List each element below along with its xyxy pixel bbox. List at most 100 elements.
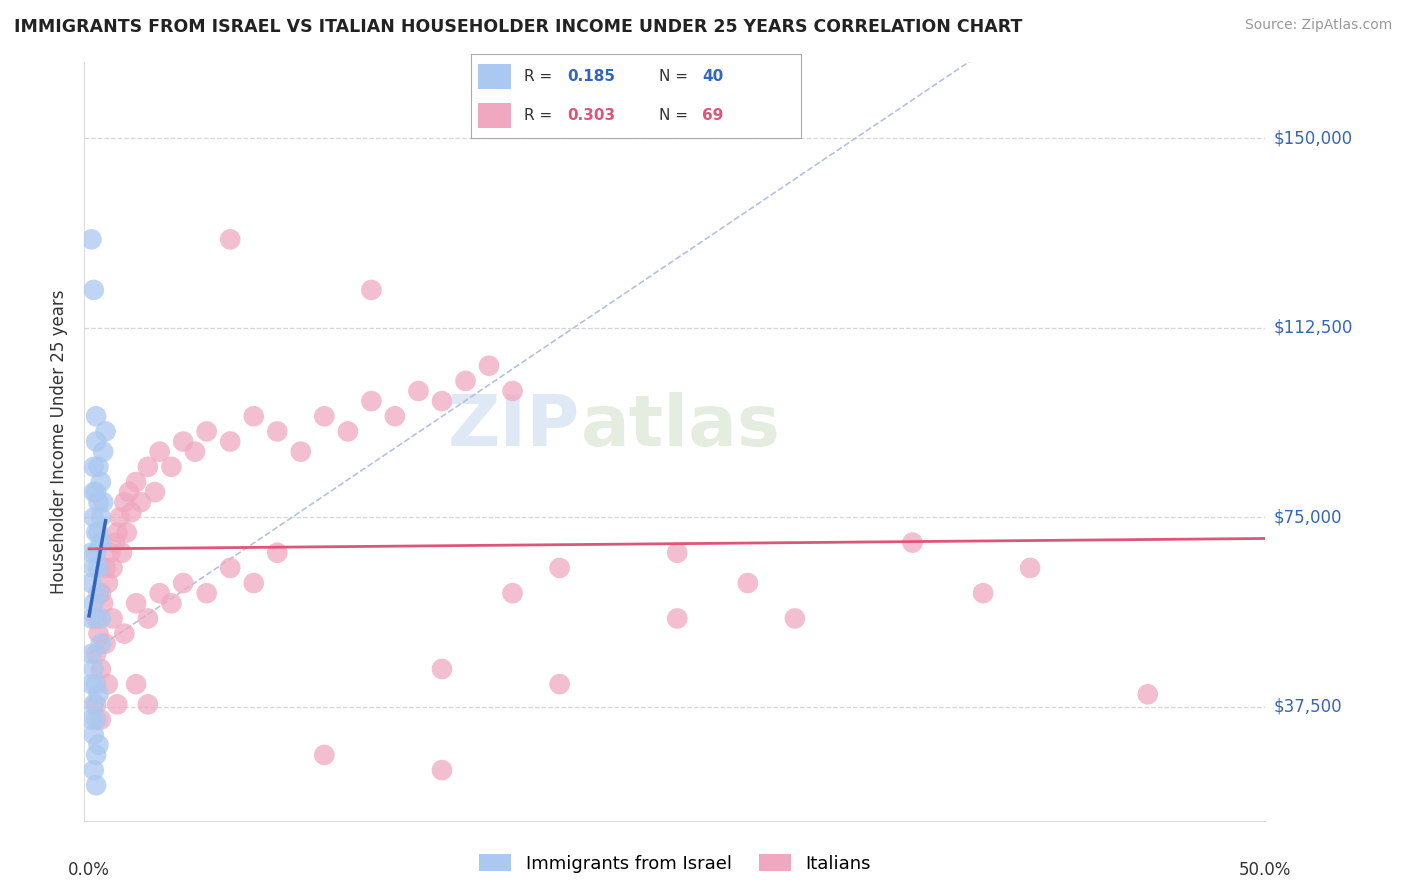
Point: [105, 525, 128, 540]
Text: 50.0%: 50.0%: [1239, 861, 1292, 880]
Point: [83, 459, 105, 474]
Point: [87, 561, 110, 575]
Point: [83, 283, 105, 297]
Point: [666, 546, 689, 560]
Point: [87, 459, 110, 474]
Legend: Immigrants from Israel, Italians: Immigrants from Israel, Italians: [471, 847, 879, 880]
Point: [242, 576, 264, 591]
Point: [84, 747, 107, 762]
Point: [94, 561, 117, 575]
Point: [195, 586, 218, 600]
Point: [84, 485, 107, 500]
Point: [125, 475, 148, 489]
Point: [195, 425, 218, 439]
Point: [90, 586, 112, 600]
Point: [125, 596, 148, 610]
Point: [1136, 687, 1159, 701]
Point: [84, 611, 107, 625]
Point: [360, 283, 382, 297]
Text: ZIP: ZIP: [449, 392, 581, 461]
Text: $150,000: $150,000: [1274, 129, 1353, 147]
Point: [136, 459, 159, 474]
Point: [84, 434, 107, 449]
Point: [105, 698, 128, 712]
Text: 40: 40: [703, 69, 724, 84]
Point: [90, 475, 112, 489]
Point: [136, 611, 159, 625]
Point: [90, 713, 112, 727]
Point: [737, 576, 759, 591]
Point: [90, 637, 112, 651]
Point: [83, 561, 105, 575]
Text: N =: N =: [659, 69, 693, 84]
Point: [87, 687, 110, 701]
Point: [91, 596, 114, 610]
Point: [83, 596, 105, 610]
Point: [97, 576, 120, 591]
Point: [384, 409, 406, 424]
Point: [129, 495, 152, 509]
Point: [90, 510, 112, 524]
Point: [101, 561, 124, 575]
Point: [87, 586, 110, 600]
Point: [408, 384, 430, 398]
Point: [454, 374, 477, 388]
Point: [360, 394, 382, 409]
Point: [149, 586, 172, 600]
Point: [502, 384, 524, 398]
Point: [430, 763, 453, 777]
Text: 0.185: 0.185: [567, 69, 614, 84]
Point: [184, 444, 207, 458]
Point: [1019, 561, 1042, 575]
Point: [84, 778, 107, 792]
Point: [83, 698, 105, 712]
Text: 0.303: 0.303: [567, 108, 614, 123]
Text: R =: R =: [524, 108, 557, 123]
Point: [87, 525, 110, 540]
Point: [266, 546, 288, 560]
Point: [115, 525, 138, 540]
Point: [336, 425, 359, 439]
Point: [90, 611, 112, 625]
Point: [112, 626, 135, 640]
Text: atlas: atlas: [581, 392, 780, 461]
Point: [783, 611, 806, 625]
Text: N =: N =: [659, 108, 693, 123]
Point: [87, 738, 110, 752]
Bar: [478, 103, 510, 128]
Point: [548, 561, 571, 575]
Text: $75,000: $75,000: [1274, 508, 1343, 526]
Point: [83, 662, 105, 676]
Point: [242, 409, 264, 424]
Point: [84, 698, 107, 712]
Bar: [478, 63, 510, 89]
Point: [94, 637, 117, 651]
Text: 69: 69: [703, 108, 724, 123]
Point: [219, 232, 242, 246]
Point: [314, 747, 336, 762]
Point: [666, 611, 689, 625]
Point: [84, 409, 107, 424]
Text: $112,500: $112,500: [1274, 318, 1353, 337]
Point: [548, 677, 571, 691]
Point: [502, 586, 524, 600]
Point: [120, 505, 142, 519]
Point: [80, 576, 103, 591]
Y-axis label: Householder Income Under 25 years: Householder Income Under 25 years: [51, 289, 69, 594]
Point: [80, 232, 103, 246]
Point: [901, 535, 924, 549]
Text: $37,500: $37,500: [1274, 698, 1343, 716]
Text: 0.0%: 0.0%: [67, 861, 110, 880]
Point: [118, 485, 141, 500]
Point: [84, 647, 107, 661]
Point: [98, 546, 121, 560]
Point: [80, 611, 103, 625]
Point: [478, 359, 501, 373]
Point: [314, 409, 336, 424]
Point: [149, 444, 172, 458]
Point: [430, 394, 453, 409]
Point: [266, 425, 288, 439]
Point: [94, 425, 117, 439]
Point: [111, 546, 134, 560]
Text: R =: R =: [524, 69, 557, 84]
